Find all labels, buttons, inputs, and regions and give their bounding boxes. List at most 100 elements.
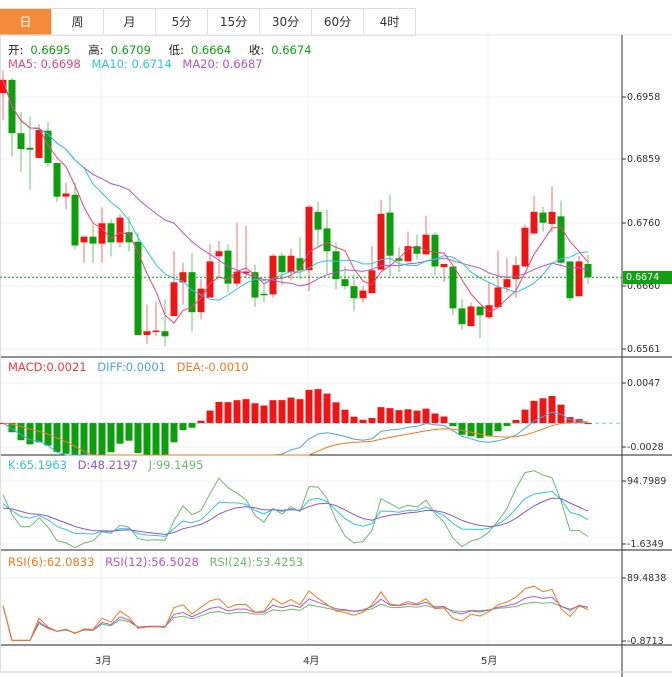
d-line <box>2 497 589 535</box>
macd-bar <box>125 423 133 441</box>
ohlc-legend: 开: 0.6695 高: 0.6709 低: 0.6664 收: 0.6674 <box>8 42 325 58</box>
macd-bar <box>269 400 277 424</box>
rsi-tick: 89.4838 <box>627 573 667 584</box>
tab-60min[interactable]: 60分 <box>312 9 364 35</box>
d-value: D:48.2197 <box>77 458 138 472</box>
candle-up <box>521 227 529 267</box>
dea-line <box>2 421 588 456</box>
candle-up <box>206 261 214 298</box>
candle-down <box>44 130 52 164</box>
macd-bar <box>242 399 250 424</box>
macd-bar <box>107 423 115 453</box>
dea-value: DEA:-0.0010 <box>176 360 249 374</box>
macd-bar <box>530 400 538 424</box>
macd-bar <box>143 423 151 455</box>
candle-down <box>107 223 115 243</box>
macd-bar <box>62 423 70 454</box>
candle-down <box>413 246 421 254</box>
macd-bar <box>116 423 124 444</box>
candle-up <box>215 251 223 257</box>
macd-bar <box>305 389 313 424</box>
tab-week[interactable]: 周 <box>52 9 104 35</box>
candle-up <box>62 193 70 197</box>
candle-up <box>143 331 151 336</box>
candle-down <box>26 147 34 150</box>
macd-bar <box>35 423 43 443</box>
candle-up <box>269 255 277 295</box>
current-price-tag: 0.6674 <box>623 271 672 284</box>
low-value: 0.6664 <box>190 43 232 57</box>
macd-bar <box>503 423 511 427</box>
macd-bar <box>8 423 16 433</box>
diff-value: DIFF:0.0001 <box>97 360 166 374</box>
macd-bar <box>584 423 592 425</box>
high-label: 高: <box>88 43 104 57</box>
tab-day[interactable]: 日 <box>0 9 52 35</box>
tab-15min[interactable]: 15分 <box>208 9 260 35</box>
candle-up <box>503 279 511 288</box>
macd-bar <box>296 399 304 424</box>
tab-5min[interactable]: 5分 <box>156 9 208 35</box>
macd-bar <box>188 423 196 428</box>
candle-up <box>548 211 556 224</box>
tab-30min[interactable]: 30分 <box>260 9 312 35</box>
macd-bar <box>215 402 223 424</box>
macd-bar <box>332 402 340 424</box>
macd-bar <box>134 423 142 453</box>
candle-down <box>395 258 403 261</box>
candle-down <box>125 232 133 243</box>
macd-bar <box>80 423 88 455</box>
tab-month[interactable]: 月 <box>104 9 156 35</box>
macd-bar <box>260 405 268 424</box>
macd-bar <box>323 393 331 424</box>
candle-up <box>404 246 412 262</box>
rsi12-value: RSI(12):56.5028 <box>105 555 199 569</box>
candle-up <box>440 263 448 268</box>
price-tick: 0.6660 <box>627 281 661 292</box>
rsi12-line <box>2 595 589 641</box>
macd-bar <box>287 397 295 424</box>
close-label: 收: <box>248 43 265 57</box>
macd-bar <box>17 423 25 441</box>
candle-down <box>161 331 169 337</box>
candle-down <box>17 133 25 150</box>
candle-up <box>0 79 7 94</box>
ma5-line <box>2 79 589 324</box>
candle-down <box>350 286 358 299</box>
macd-bar <box>539 398 547 424</box>
candle-down <box>584 263 592 278</box>
kdj-tick: 94.7989 <box>627 476 667 487</box>
macd-bar <box>359 419 367 424</box>
macd-bar <box>458 423 466 435</box>
candle-up <box>242 271 250 274</box>
candle-down <box>53 163 61 197</box>
x-tick-april: 4月 <box>303 656 320 667</box>
macd-bar <box>575 418 583 424</box>
macd-bar <box>341 409 349 424</box>
candle-up <box>422 234 430 255</box>
candle-up <box>152 330 160 333</box>
macd-bar <box>251 403 259 424</box>
rsi6-value: RSI(6):62.0833 <box>8 555 95 569</box>
macd-bar <box>413 410 421 424</box>
macd-bar <box>368 418 376 424</box>
candle-up <box>170 282 178 316</box>
candle-down <box>386 212 394 256</box>
candle-down <box>134 241 142 336</box>
macd-bar <box>197 420 205 424</box>
price-tick: 0.6760 <box>627 218 661 229</box>
candle-up <box>530 211 538 234</box>
candle-up <box>467 306 475 327</box>
macd-bar <box>170 423 178 443</box>
macd-legend: MACD:0.0021 DIFF:0.0001 DEA:-0.0010 <box>8 360 256 374</box>
rsi24-value: RSI(24):53.4253 <box>209 555 304 569</box>
macd-bar <box>494 423 502 432</box>
candle-down <box>431 234 439 267</box>
tab-4hour[interactable]: 4时 <box>364 9 416 35</box>
candle-up <box>359 290 367 299</box>
ma-legend: MA5: 0.6698 MA10: 0.6714 MA20: 0.6687 <box>8 57 270 71</box>
macd-bar <box>152 423 160 455</box>
macd-bar <box>485 423 493 437</box>
macd-bar <box>467 423 475 437</box>
